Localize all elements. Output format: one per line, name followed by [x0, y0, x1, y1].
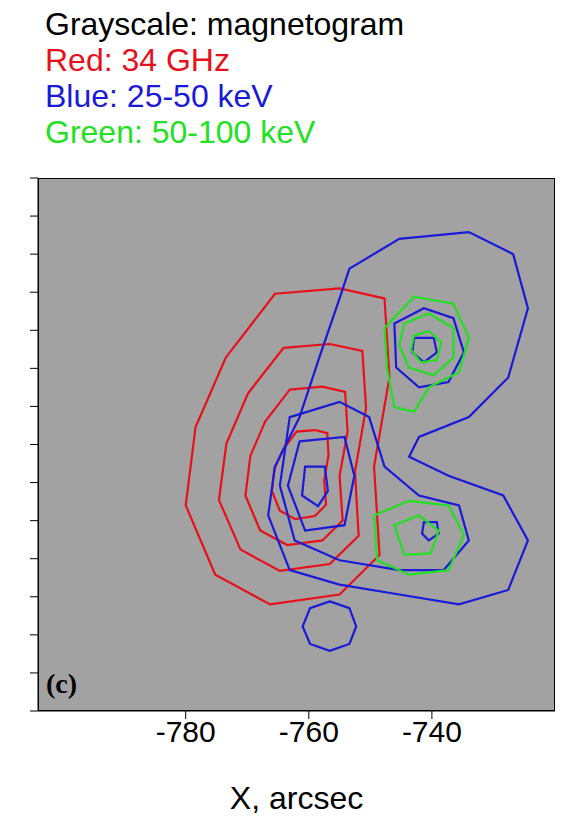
- html-text:Green: 50-100 keV: Green: 50-100 keV: [45, 114, 316, 150]
- html-text:Red: 34 GHz: Red: 34 GHz: [45, 42, 230, 78]
- html-text:Blue: 25-50 keV: Blue: 25-50 keV: [45, 78, 273, 114]
- html-text:Grayscale: magnetogram: Grayscale: magnetogram: [45, 6, 405, 42]
- svg-text:-740: -740: [402, 715, 462, 748]
- html-text:(c): (c): [46, 668, 78, 699]
- svg-text:X, arcsec: X, arcsec: [230, 780, 363, 816]
- svg-text:-780: -780: [156, 715, 216, 748]
- svg-text:-760: -760: [279, 715, 339, 748]
